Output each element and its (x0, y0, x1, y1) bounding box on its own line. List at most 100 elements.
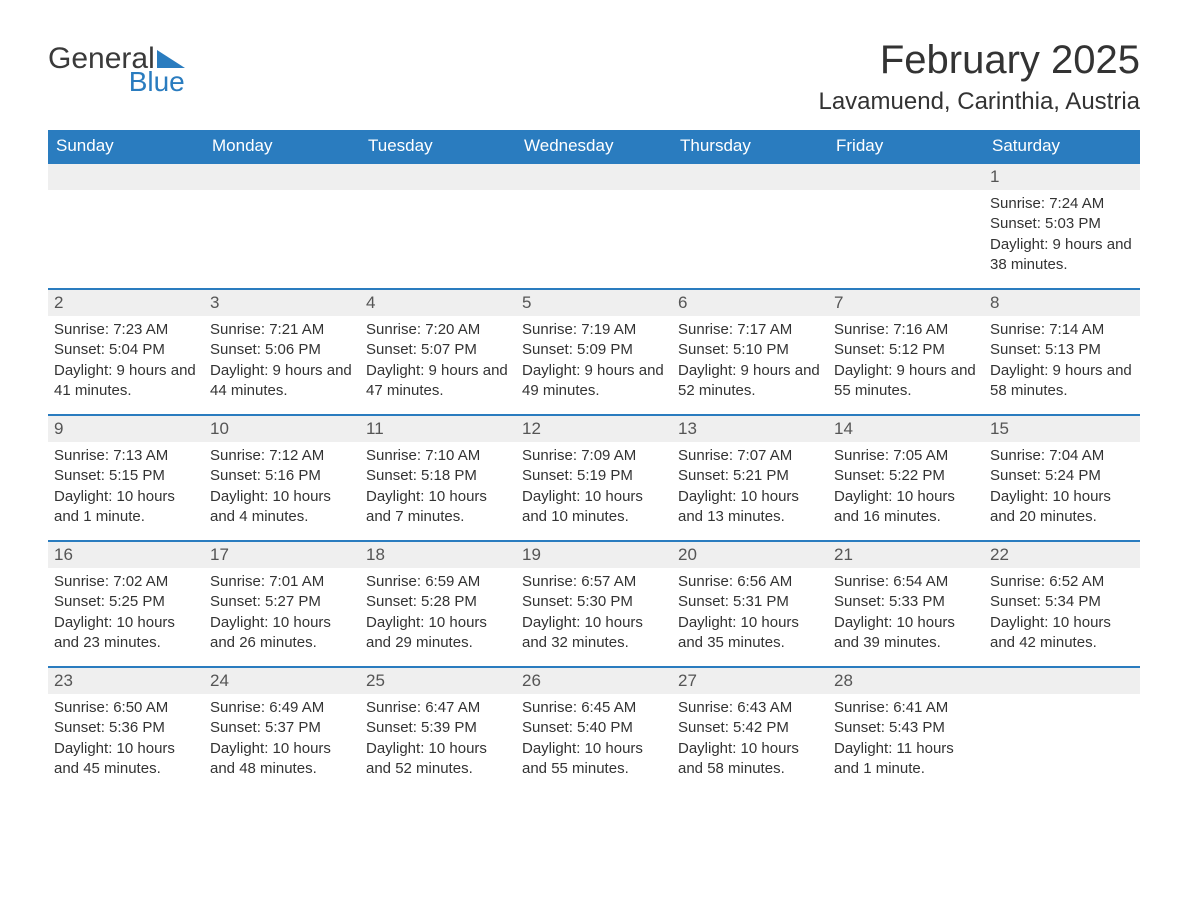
daylight-line: Daylight: 9 hours and 49 minutes. (522, 361, 666, 402)
day-body: Sunrise: 7:21 AMSunset: 5:06 PMDaylight:… (204, 316, 360, 401)
day-number (516, 162, 672, 190)
weekday-header-row: SundayMondayTuesdayWednesdayThursdayFrid… (48, 130, 1140, 162)
day-number: 4 (360, 288, 516, 316)
sunrise-line: Sunrise: 6:50 AM (54, 698, 198, 718)
sunset-line: Sunset: 5:06 PM (210, 340, 354, 360)
sunset-line: Sunset: 5:07 PM (366, 340, 510, 360)
day-number: 16 (48, 540, 204, 568)
calendar-cell: 5Sunrise: 7:19 AMSunset: 5:09 PMDaylight… (516, 288, 672, 414)
sunset-line: Sunset: 5:15 PM (54, 466, 198, 486)
sunrise-line: Sunrise: 7:19 AM (522, 320, 666, 340)
sunset-line: Sunset: 5:22 PM (834, 466, 978, 486)
sunrise-line: Sunrise: 7:24 AM (990, 194, 1134, 214)
day-body: Sunrise: 7:02 AMSunset: 5:25 PMDaylight:… (48, 568, 204, 653)
day-body (828, 190, 984, 194)
sunset-line: Sunset: 5:12 PM (834, 340, 978, 360)
weekday-header: Thursday (672, 130, 828, 162)
calendar-cell (516, 162, 672, 288)
calendar-cell: 7Sunrise: 7:16 AMSunset: 5:12 PMDaylight… (828, 288, 984, 414)
day-number (828, 162, 984, 190)
sunset-line: Sunset: 5:21 PM (678, 466, 822, 486)
day-body: Sunrise: 7:16 AMSunset: 5:12 PMDaylight:… (828, 316, 984, 401)
sunrise-line: Sunrise: 6:45 AM (522, 698, 666, 718)
sunset-line: Sunset: 5:33 PM (834, 592, 978, 612)
calendar-body: 1Sunrise: 7:24 AMSunset: 5:03 PMDaylight… (48, 162, 1140, 792)
daylight-line: Daylight: 10 hours and 20 minutes. (990, 487, 1134, 528)
day-body: Sunrise: 7:20 AMSunset: 5:07 PMDaylight:… (360, 316, 516, 401)
sunset-line: Sunset: 5:42 PM (678, 718, 822, 738)
day-body: Sunrise: 7:05 AMSunset: 5:22 PMDaylight:… (828, 442, 984, 527)
daylight-line: Daylight: 9 hours and 38 minutes. (990, 235, 1134, 276)
daylight-line: Daylight: 10 hours and 48 minutes. (210, 739, 354, 780)
sunset-line: Sunset: 5:37 PM (210, 718, 354, 738)
sunrise-line: Sunrise: 6:47 AM (366, 698, 510, 718)
day-body: Sunrise: 6:41 AMSunset: 5:43 PMDaylight:… (828, 694, 984, 779)
calendar-cell: 13Sunrise: 7:07 AMSunset: 5:21 PMDayligh… (672, 414, 828, 540)
daylight-line: Daylight: 9 hours and 55 minutes. (834, 361, 978, 402)
day-body: Sunrise: 6:56 AMSunset: 5:31 PMDaylight:… (672, 568, 828, 653)
weekday-header: Wednesday (516, 130, 672, 162)
sunrise-line: Sunrise: 7:23 AM (54, 320, 198, 340)
day-body: Sunrise: 7:04 AMSunset: 5:24 PMDaylight:… (984, 442, 1140, 527)
day-number (48, 162, 204, 190)
day-number: 28 (828, 666, 984, 694)
sunset-line: Sunset: 5:03 PM (990, 214, 1134, 234)
daylight-line: Daylight: 10 hours and 23 minutes. (54, 613, 198, 654)
daylight-line: Daylight: 10 hours and 16 minutes. (834, 487, 978, 528)
day-number: 17 (204, 540, 360, 568)
calendar-week-row: 9Sunrise: 7:13 AMSunset: 5:15 PMDaylight… (48, 414, 1140, 540)
calendar-week-row: 16Sunrise: 7:02 AMSunset: 5:25 PMDayligh… (48, 540, 1140, 666)
calendar-cell: 17Sunrise: 7:01 AMSunset: 5:27 PMDayligh… (204, 540, 360, 666)
sunset-line: Sunset: 5:43 PM (834, 718, 978, 738)
sunrise-line: Sunrise: 7:02 AM (54, 572, 198, 592)
daylight-line: Daylight: 11 hours and 1 minute. (834, 739, 978, 780)
calendar-cell: 6Sunrise: 7:17 AMSunset: 5:10 PMDaylight… (672, 288, 828, 414)
sunrise-line: Sunrise: 7:21 AM (210, 320, 354, 340)
daylight-line: Daylight: 10 hours and 29 minutes. (366, 613, 510, 654)
day-body: Sunrise: 6:43 AMSunset: 5:42 PMDaylight:… (672, 694, 828, 779)
weekday-header: Saturday (984, 130, 1140, 162)
daylight-line: Daylight: 10 hours and 42 minutes. (990, 613, 1134, 654)
calendar-cell: 9Sunrise: 7:13 AMSunset: 5:15 PMDaylight… (48, 414, 204, 540)
day-body: Sunrise: 6:59 AMSunset: 5:28 PMDaylight:… (360, 568, 516, 653)
daylight-line: Daylight: 10 hours and 13 minutes. (678, 487, 822, 528)
daylight-line: Daylight: 10 hours and 7 minutes. (366, 487, 510, 528)
sunrise-line: Sunrise: 7:01 AM (210, 572, 354, 592)
calendar-cell (672, 162, 828, 288)
sunrise-line: Sunrise: 7:16 AM (834, 320, 978, 340)
day-body: Sunrise: 7:17 AMSunset: 5:10 PMDaylight:… (672, 316, 828, 401)
day-number: 7 (828, 288, 984, 316)
sunrise-line: Sunrise: 7:07 AM (678, 446, 822, 466)
sunrise-line: Sunrise: 6:54 AM (834, 572, 978, 592)
daylight-line: Daylight: 9 hours and 58 minutes. (990, 361, 1134, 402)
day-body: Sunrise: 6:49 AMSunset: 5:37 PMDaylight:… (204, 694, 360, 779)
day-number: 9 (48, 414, 204, 442)
day-body: Sunrise: 7:24 AMSunset: 5:03 PMDaylight:… (984, 190, 1140, 275)
weekday-header: Monday (204, 130, 360, 162)
sunset-line: Sunset: 5:24 PM (990, 466, 1134, 486)
calendar-week-row: 1Sunrise: 7:24 AMSunset: 5:03 PMDaylight… (48, 162, 1140, 288)
day-number: 22 (984, 540, 1140, 568)
daylight-line: Daylight: 10 hours and 39 minutes. (834, 613, 978, 654)
page-header: General Blue February 2025 Lavamuend, Ca… (48, 38, 1140, 126)
day-number: 19 (516, 540, 672, 568)
day-body (984, 694, 1140, 698)
sunrise-line: Sunrise: 7:14 AM (990, 320, 1134, 340)
daylight-line: Daylight: 10 hours and 35 minutes. (678, 613, 822, 654)
calendar-cell: 24Sunrise: 6:49 AMSunset: 5:37 PMDayligh… (204, 666, 360, 792)
calendar-cell (828, 162, 984, 288)
sunrise-line: Sunrise: 7:05 AM (834, 446, 978, 466)
calendar-cell: 15Sunrise: 7:04 AMSunset: 5:24 PMDayligh… (984, 414, 1140, 540)
day-body: Sunrise: 6:57 AMSunset: 5:30 PMDaylight:… (516, 568, 672, 653)
day-number: 15 (984, 414, 1140, 442)
sunrise-line: Sunrise: 7:10 AM (366, 446, 510, 466)
day-number: 27 (672, 666, 828, 694)
location-subtitle: Lavamuend, Carinthia, Austria (818, 88, 1140, 116)
day-number: 1 (984, 162, 1140, 190)
daylight-line: Daylight: 10 hours and 1 minute. (54, 487, 198, 528)
calendar-cell: 25Sunrise: 6:47 AMSunset: 5:39 PMDayligh… (360, 666, 516, 792)
sunset-line: Sunset: 5:16 PM (210, 466, 354, 486)
sunrise-line: Sunrise: 7:20 AM (366, 320, 510, 340)
calendar-cell: 10Sunrise: 7:12 AMSunset: 5:16 PMDayligh… (204, 414, 360, 540)
sunrise-line: Sunrise: 7:04 AM (990, 446, 1134, 466)
